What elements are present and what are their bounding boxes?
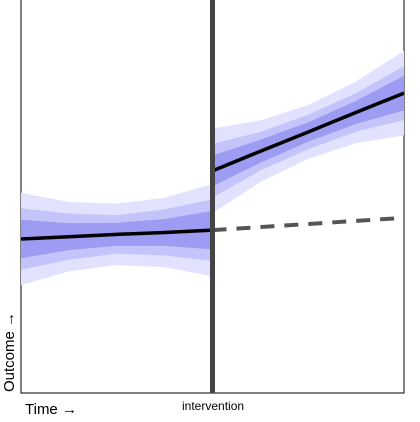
trend-line	[211, 91, 405, 173]
intervention-label: intervention	[182, 399, 244, 413]
plot-area	[20, 0, 405, 393]
counterfactual-line	[212, 215, 405, 233]
x-axis-label: Time →	[25, 401, 77, 418]
trend-line	[20, 228, 213, 241]
y-axis-label: Outcome →	[1, 312, 18, 392]
